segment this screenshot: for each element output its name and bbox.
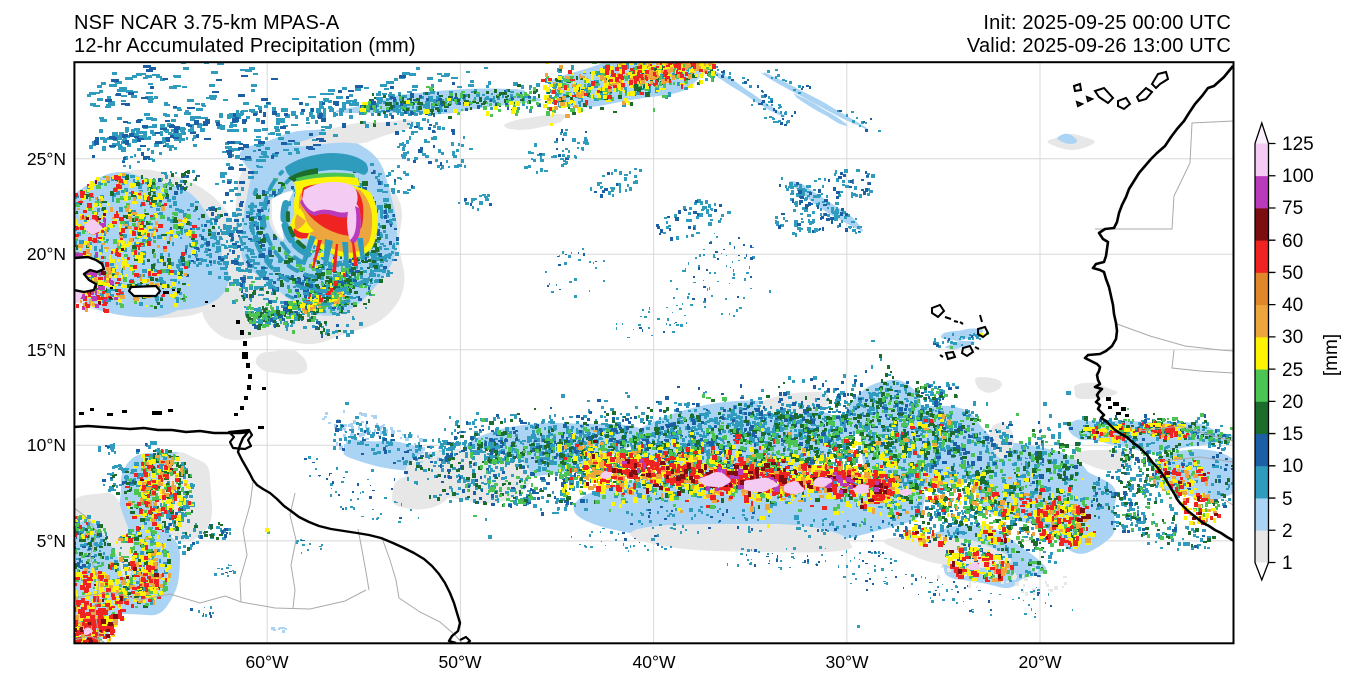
svg-text:100: 100 [1282, 166, 1314, 187]
svg-text:Valid: 2025-09-26 13:00 UTC: Valid: 2025-09-26 13:00 UTC [967, 35, 1231, 57]
svg-text:50: 50 [1282, 263, 1303, 284]
svg-text:60: 60 [1282, 231, 1303, 252]
svg-text:15: 15 [1282, 424, 1303, 445]
svg-text:5: 5 [1282, 489, 1293, 510]
svg-text:20: 20 [1282, 392, 1303, 413]
svg-text:20°N: 20°N [27, 244, 66, 264]
svg-text:25°N: 25°N [27, 149, 66, 169]
svg-text:10: 10 [1282, 456, 1303, 477]
svg-text:60°W: 60°W [246, 652, 289, 672]
svg-text:2: 2 [1282, 521, 1293, 542]
svg-text:30: 30 [1282, 327, 1303, 348]
svg-text:125: 125 [1282, 134, 1314, 155]
svg-text:Init: 2025-09-25 00:00 UTC: Init: 2025-09-25 00:00 UTC [983, 12, 1231, 34]
svg-text:40: 40 [1282, 295, 1303, 316]
svg-text:75: 75 [1282, 198, 1303, 219]
svg-text:[mm]: [mm] [1321, 334, 1342, 376]
svg-text:12-hr Accumulated Precipitatio: 12-hr Accumulated Precipitation (mm) [74, 35, 416, 57]
svg-text:50°W: 50°W [439, 652, 482, 672]
svg-text:20°W: 20°W [1019, 652, 1062, 672]
svg-text:NSF NCAR 3.75-km MPAS-A: NSF NCAR 3.75-km MPAS-A [74, 12, 340, 34]
svg-text:40°W: 40°W [633, 652, 676, 672]
svg-text:15°N: 15°N [27, 340, 66, 360]
svg-text:25: 25 [1282, 360, 1303, 381]
svg-text:30°W: 30°W [826, 652, 869, 672]
svg-text:1: 1 [1282, 553, 1293, 574]
svg-text:5°N: 5°N [37, 531, 66, 551]
svg-text:10°N: 10°N [27, 435, 66, 455]
